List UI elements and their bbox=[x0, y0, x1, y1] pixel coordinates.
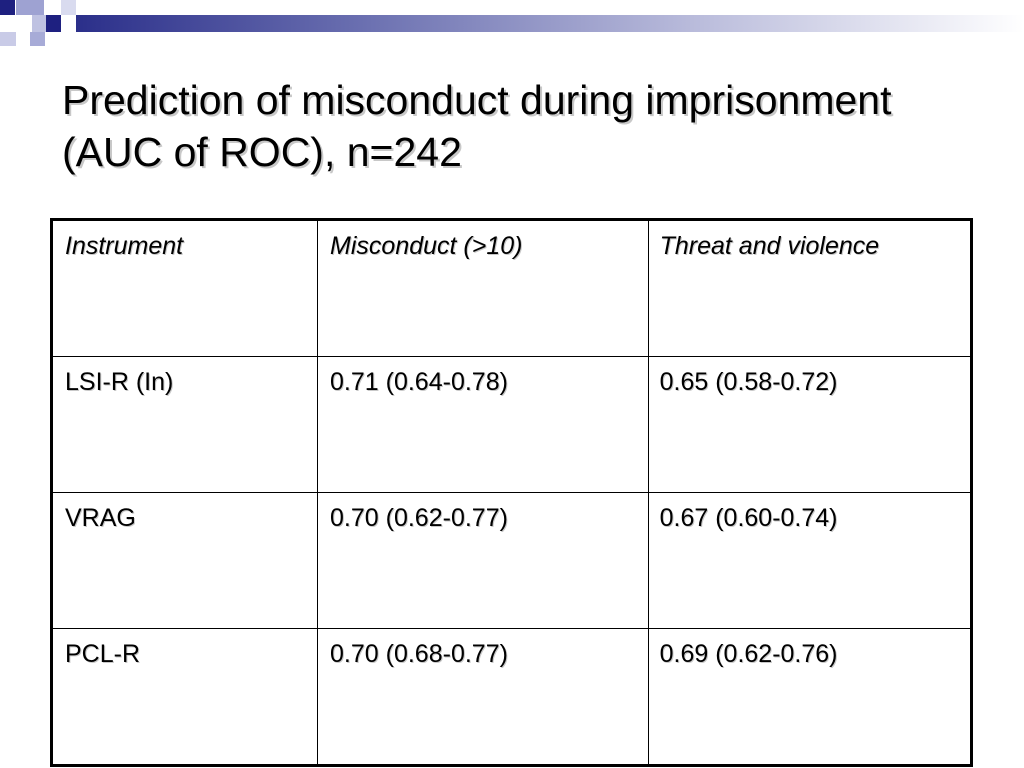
table-header-row: Instrument Misconduct (>10) Threat and v… bbox=[50, 219, 973, 357]
header-instrument: Instrument bbox=[50, 219, 319, 357]
cell-instrument: PCL-R bbox=[50, 628, 319, 766]
auc-table: Instrument Misconduct (>10) Threat and v… bbox=[50, 218, 973, 767]
header-misconduct: Misconduct (>10) bbox=[317, 219, 649, 357]
cell-misconduct: 0.70 (0.68-0.77) bbox=[317, 628, 649, 766]
cell-misconduct: 0.70 (0.62-0.77) bbox=[317, 492, 649, 629]
cell-instrument: LSI-R (In) bbox=[50, 356, 319, 493]
table-row: VRAG 0.70 (0.62-0.77) 0.67 (0.60-0.74) bbox=[50, 492, 973, 629]
cell-instrument: VRAG bbox=[50, 492, 319, 629]
corner-square-decoration bbox=[0, 0, 15, 15]
cell-threat-violence: 0.67 (0.60-0.74) bbox=[647, 492, 973, 629]
header-gradient-bar bbox=[76, 15, 1024, 32]
corner-square-decoration bbox=[32, 15, 46, 32]
corner-square-decoration bbox=[16, 32, 30, 46]
header-threat-violence: Threat and violence bbox=[647, 219, 973, 357]
table-row: LSI-R (In) 0.71 (0.64-0.78) 0.65 (0.58-0… bbox=[50, 356, 973, 493]
corner-square-decoration bbox=[16, 15, 31, 32]
cell-threat-violence: 0.65 (0.58-0.72) bbox=[647, 356, 973, 493]
table-row: PCL-R 0.70 (0.68-0.77) 0.69 (0.62-0.76) bbox=[50, 628, 973, 766]
cell-threat-violence: 0.69 (0.62-0.76) bbox=[647, 628, 973, 766]
corner-square-decoration bbox=[46, 15, 61, 32]
corner-square-decoration bbox=[16, 0, 44, 15]
cell-misconduct: 0.71 (0.64-0.78) bbox=[317, 356, 649, 493]
corner-square-decoration bbox=[0, 32, 16, 46]
corner-square-decoration bbox=[61, 0, 76, 15]
slide-title: Prediction of misconduct during imprison… bbox=[62, 77, 892, 175]
corner-square-decoration bbox=[30, 32, 45, 46]
